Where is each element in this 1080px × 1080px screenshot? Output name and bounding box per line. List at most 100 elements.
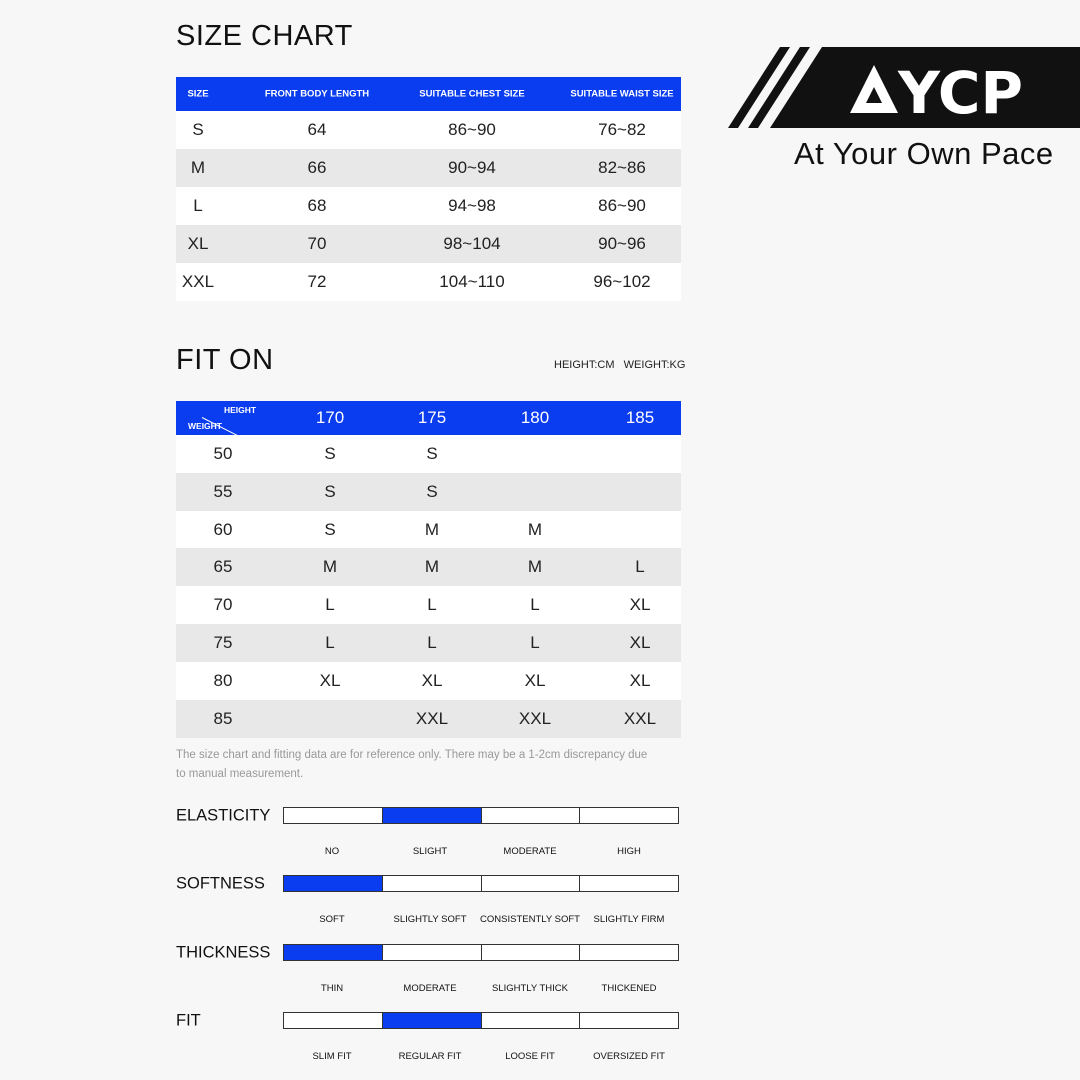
table-cell: 70 [307, 234, 327, 253]
size-cell: L [635, 557, 645, 577]
size-cell: XL [524, 670, 546, 690]
size-chart-title: SIZE CHART [176, 20, 353, 52]
table-cell: M [190, 158, 206, 177]
weight-cell: 50 [213, 444, 233, 463]
svg-text:YCP: YCP [897, 59, 1023, 127]
table-cell: 86~90 [448, 120, 496, 139]
height-header: 175 [417, 408, 447, 427]
weight-cell: 60 [213, 519, 233, 539]
size-cell: L [530, 633, 540, 652]
size-chart-header: SIZE FRONT BODY LENGTH SUITABLE CHEST SIZE… [176, 77, 681, 111]
table-cell: 72 [307, 272, 327, 291]
fit-on-title: FIT ON [176, 344, 274, 376]
table-row: 85 XXL XXL XXL [176, 699, 681, 738]
size-cell: XL [629, 670, 651, 690]
weight-cell: 55 [213, 481, 233, 501]
scale-segment [284, 1013, 383, 1028]
attribute-scale-bar [283, 944, 679, 961]
table-cell: 96~102 [593, 272, 651, 291]
attribute-scale-bar [283, 1012, 679, 1029]
disclaimer-note: The size chart and fitting data are for … [176, 746, 647, 784]
table-cell: L [193, 196, 203, 215]
table-row: 80 XL XL XL XL [176, 661, 681, 700]
table-cell: 90~96 [598, 234, 646, 253]
corner-weight-label: WEIGHT [188, 421, 222, 431]
size-cell: XXL [415, 708, 449, 728]
scale-segment [580, 876, 678, 891]
scale-segment [482, 1013, 581, 1028]
table-row: XL 70 98~104 90~96 [176, 225, 681, 263]
weight-cell: 75 [213, 633, 233, 652]
fit-on-header: HEIGHT WEIGHT 170 175 180 185 [176, 401, 681, 438]
scale-segment [580, 945, 678, 960]
column-header: SIZE [187, 88, 209, 100]
scale-option-label: HIGH [617, 846, 641, 857]
weight-cell: 80 [213, 670, 233, 690]
attribute-scale-bar [283, 875, 679, 892]
size-cell: XL [421, 670, 443, 690]
table-row: S 64 86~90 76~82 [176, 111, 681, 149]
size-cell: XL [629, 633, 651, 652]
table-row: 50 S S [176, 435, 681, 473]
column-header: SUITABLE CHEST SIZE [419, 88, 525, 100]
table-cell: 86~90 [598, 196, 646, 215]
table-cell: 76~82 [598, 120, 646, 139]
size-cell: M [424, 557, 440, 577]
scale-segment [580, 1013, 678, 1028]
scale-segment [284, 876, 383, 891]
scale-segment [382, 808, 482, 823]
table-cell: 90~94 [448, 158, 496, 177]
scale-option-label: THICKENED [601, 983, 657, 994]
attribute-label: THICKNESS [176, 943, 271, 962]
size-cell: M [322, 557, 338, 577]
scale-segment [383, 945, 482, 960]
size-cell: XXL [623, 708, 657, 728]
attribute-label: ELASTICITY [176, 806, 271, 825]
scale-option-label: SLIGHT [412, 846, 448, 857]
table-row: 55 S S [176, 472, 681, 511]
attribute-label: SOFTNESS [176, 874, 265, 893]
table-cell: 64 [307, 120, 327, 139]
size-cell: L [427, 595, 437, 615]
size-cell: L [530, 595, 540, 615]
note-line-2: to manual measurement. [176, 768, 304, 780]
scale-segment [482, 808, 581, 823]
table-row: XXL 72 104~110 96~102 [176, 263, 681, 301]
size-cell: M [527, 519, 543, 539]
size-cell: S [324, 481, 336, 501]
note-line-1: The size chart and fitting data are for … [176, 749, 648, 761]
size-cell: L [325, 633, 335, 652]
scale-option-label: SLIM FIT [312, 1051, 352, 1062]
size-cell: XXL [518, 708, 552, 728]
scale-option-label: THIN [320, 983, 344, 994]
scale-segment [482, 945, 581, 960]
table-row: L 68 94~98 86~90 [176, 187, 681, 225]
height-header: 180 [520, 408, 550, 427]
table-cell: 68 [307, 196, 327, 215]
scale-option-label: OVERSIZED FIT [593, 1051, 665, 1062]
scale-option-label: MODERATE [503, 846, 557, 857]
weight-cell: 70 [213, 595, 233, 615]
column-header: FRONT BODY LENGTH [264, 88, 370, 100]
table-cell: 82~86 [598, 158, 646, 177]
scale-segment [284, 945, 383, 960]
scale-option-label: SLIGHTLY THICK [491, 983, 569, 994]
attribute-label: FIT [176, 1011, 201, 1030]
scale-option-label: SLIGHTLY SOFT [393, 914, 467, 925]
scale-segment [382, 1013, 482, 1028]
weight-cell: 85 [213, 708, 233, 728]
scale-option-label: REGULAR FIT [398, 1051, 462, 1062]
table-row: 60 S M M [176, 510, 681, 549]
scale-option-label: NO [324, 846, 340, 857]
size-cell: M [527, 557, 543, 577]
size-cell: L [325, 595, 335, 615]
scale-option-label: CONSISTENTLY SOFT [480, 914, 580, 925]
table-cell: 66 [307, 158, 327, 177]
scale-segment [482, 876, 581, 891]
height-header: 185 [625, 408, 655, 427]
scale-option-label: SLIGHTLY FIRM [593, 914, 665, 925]
corner-height-label: HEIGHT [224, 405, 257, 415]
table-row: 75 L L L XL [176, 624, 681, 662]
table-cell: XL [187, 234, 209, 253]
